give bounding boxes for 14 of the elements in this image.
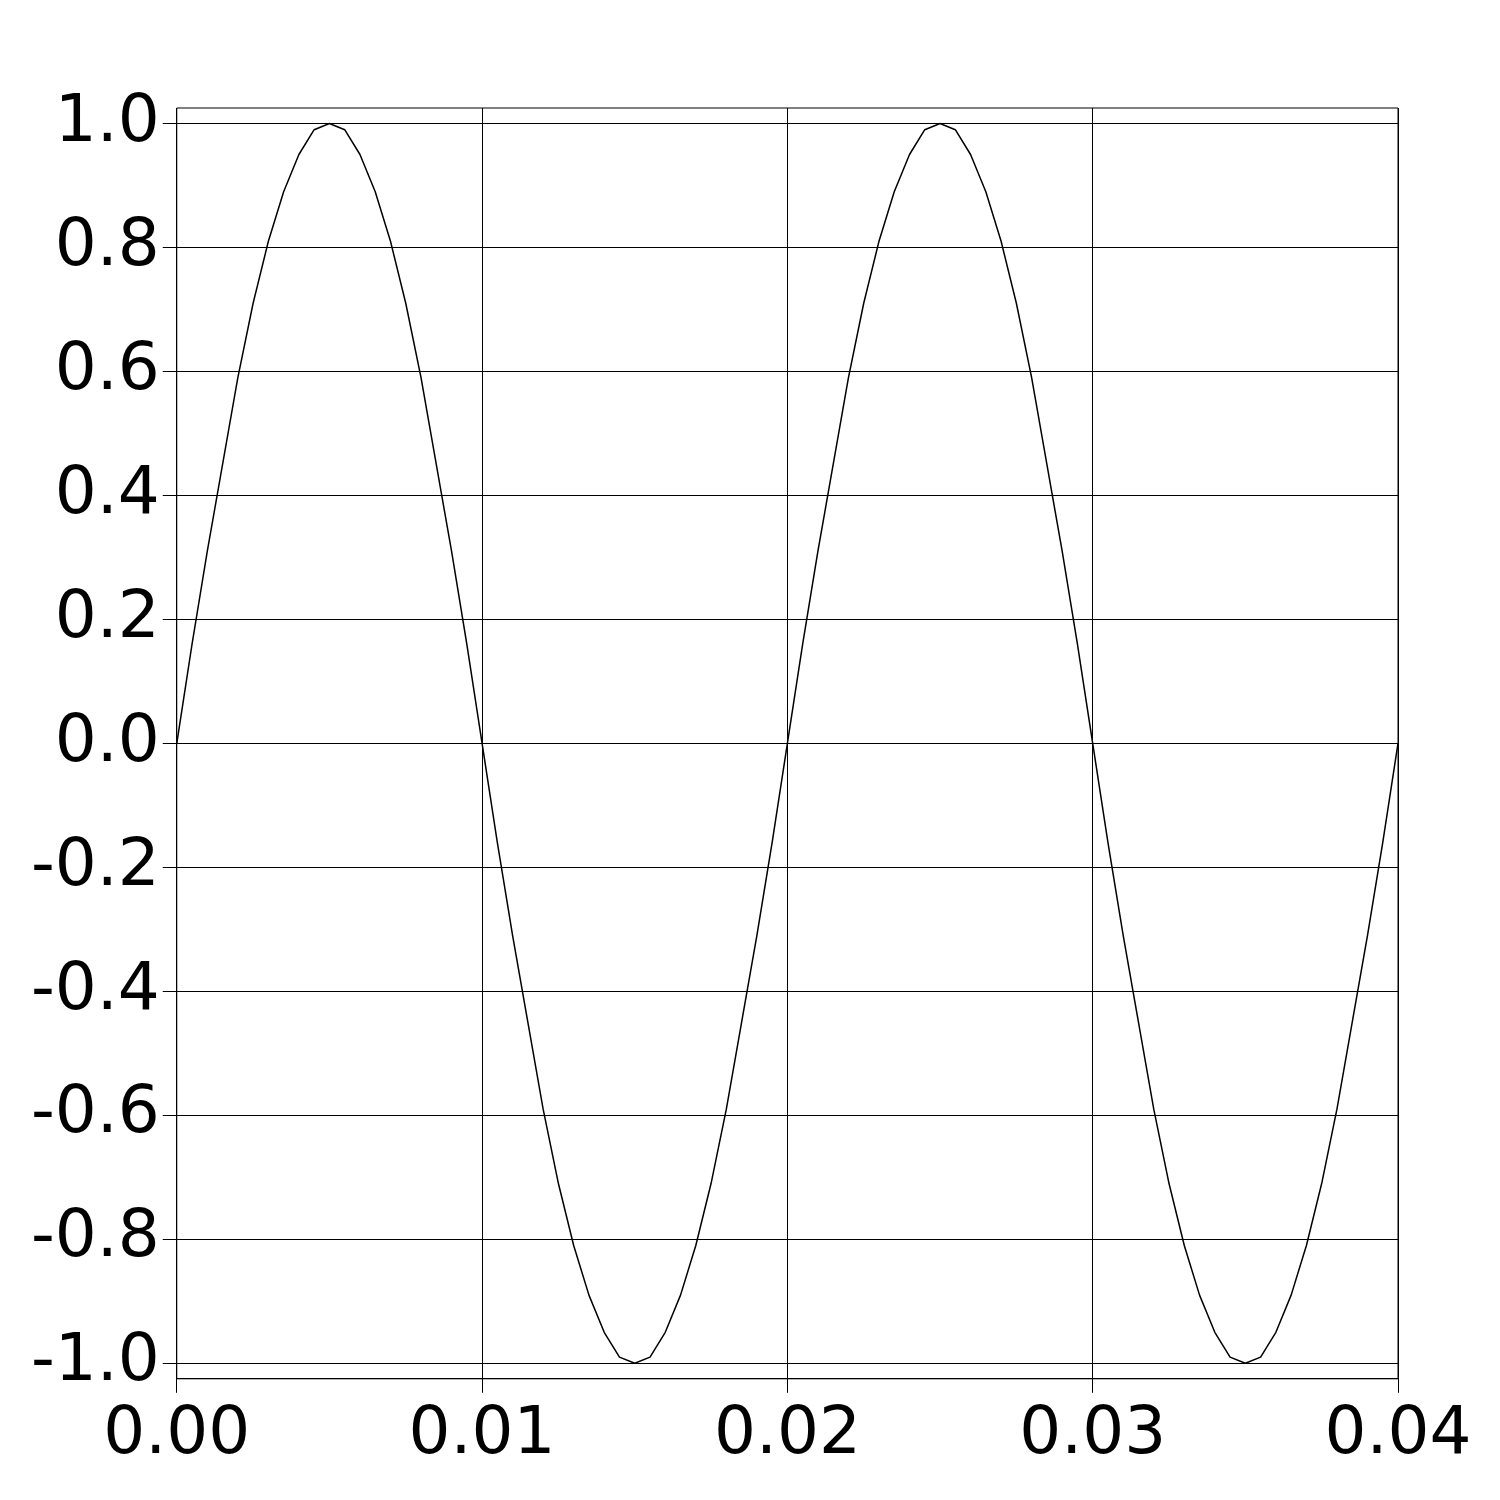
y-tick-label: 0.8: [54, 203, 160, 281]
x-tick-label: 0.03: [1019, 1391, 1167, 1469]
y-tick-label: 0.2: [54, 575, 160, 653]
x-tick-label: 0.04: [1324, 1391, 1472, 1469]
y-tick-label: -0.4: [31, 947, 160, 1025]
y-tick-label: 0.0: [54, 699, 160, 777]
y-tick-label: -0.6: [31, 1071, 160, 1149]
y-tick-label: -0.8: [31, 1195, 160, 1273]
x-tick-label: 0.02: [713, 1391, 861, 1469]
y-tick-label: -0.2: [31, 823, 160, 901]
y-tick-label: 0.6: [54, 327, 160, 405]
y-tick-label: 0.4: [54, 451, 160, 529]
y-tick-label: 1.0: [54, 79, 160, 157]
x-tick-label: 0.01: [408, 1391, 556, 1469]
